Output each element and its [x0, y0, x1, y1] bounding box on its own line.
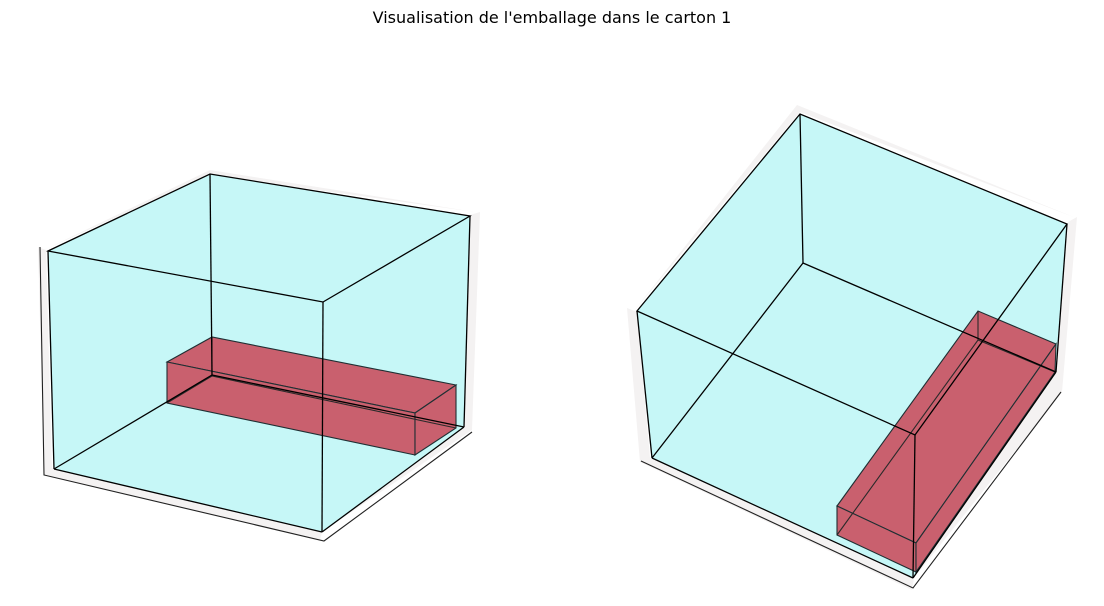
left-edge	[463, 215, 471, 428]
right-edge	[651, 457, 914, 579]
right-carton-edges	[635, 113, 1069, 579]
right-item	[836, 310, 1057, 574]
right-axes-frame	[627, 105, 1077, 590]
left-item	[165, 336, 458, 457]
left-edge	[47, 250, 55, 470]
right-pane-right	[914, 217, 1077, 578]
view-right	[627, 105, 1077, 590]
left-edge	[53, 374, 213, 470]
right-edge	[1055, 223, 1068, 373]
left-pane-back	[44, 170, 475, 250]
left-carton-edges	[45, 173, 472, 533]
right-edge	[636, 310, 653, 459]
right-edge	[799, 113, 804, 264]
view-left	[38, 170, 480, 542]
right-edge	[912, 434, 916, 579]
right-edge	[651, 262, 804, 459]
left-edge	[53, 468, 323, 533]
left-edge	[321, 301, 324, 533]
right-axis-front	[640, 391, 1062, 589]
right-edge	[912, 371, 1057, 579]
left-edge	[209, 173, 213, 376]
left-edge	[321, 426, 465, 533]
left-edge	[211, 374, 465, 428]
right-edge	[802, 262, 1057, 373]
left-axes-frame	[38, 170, 480, 542]
left-axis-front	[39, 246, 473, 542]
figure-title: Visualisation de l'emballage dans le car…	[372, 8, 732, 27]
